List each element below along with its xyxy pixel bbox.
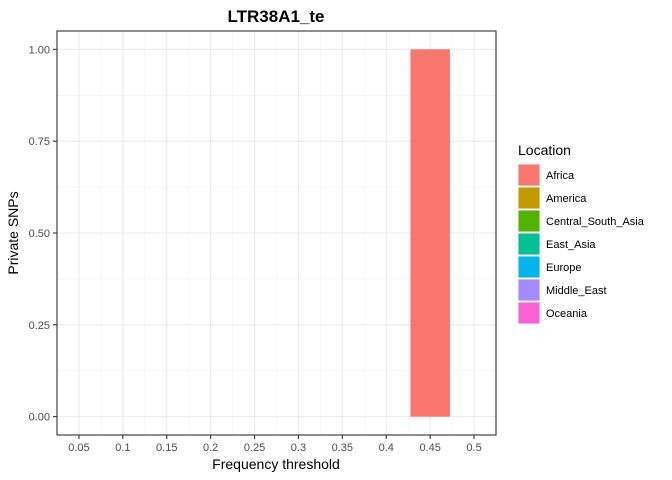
x-tick-label: 0.35: [332, 442, 353, 454]
legend-key: [518, 279, 540, 301]
x-tick-label: 0.25: [244, 442, 265, 454]
legend-label: Middle_East: [546, 285, 607, 297]
x-tick-label: 0.5: [466, 442, 481, 454]
legend-label: Africa: [546, 170, 575, 182]
legend-label: Central_South_Asia: [546, 216, 645, 228]
bar-africa: [410, 49, 450, 417]
legend-key: [518, 233, 540, 255]
y-tick-label: 0.25: [29, 320, 50, 332]
x-tick-label: 0.2: [203, 442, 218, 454]
legend-label: East_Asia: [546, 239, 596, 251]
x-axis-title: Frequency threshold: [212, 456, 340, 472]
x-tick-label: 0.1: [115, 442, 130, 454]
x-tick-label: 0.05: [68, 442, 89, 454]
legend-label: America: [546, 193, 587, 205]
x-tick-label: 0.45: [419, 442, 440, 454]
x-tick-label: 0.15: [156, 442, 177, 454]
y-tick-label: 0.00: [29, 412, 50, 424]
legend-label: Europe: [546, 262, 581, 274]
legend: Location Africa America Central_South_Asia…: [518, 142, 645, 324]
y-tick-label: 1.00: [29, 44, 50, 56]
x-tick-label: 0.3: [291, 442, 306, 454]
plot-panel: 0.05 0.1 0.15 0.2 0.25 0.3 0.35 0.4 0.45 0.5 0.00 0…: [29, 30, 497, 454]
chart-title: LTR38A1_te: [228, 7, 325, 26]
legend-title: Location: [518, 142, 571, 158]
legend-key: [518, 210, 540, 232]
y-axis-title: Private SNPs: [5, 191, 21, 274]
legend-key: [518, 302, 540, 324]
y-tick-label: 0.50: [29, 228, 50, 240]
y-tick-label: 0.75: [29, 136, 50, 148]
legend-key: [518, 164, 540, 186]
legend-label: Oceania: [546, 308, 588, 320]
x-tick-label: 0.4: [379, 442, 394, 454]
legend-key: [518, 256, 540, 278]
legend-key: [518, 187, 540, 209]
